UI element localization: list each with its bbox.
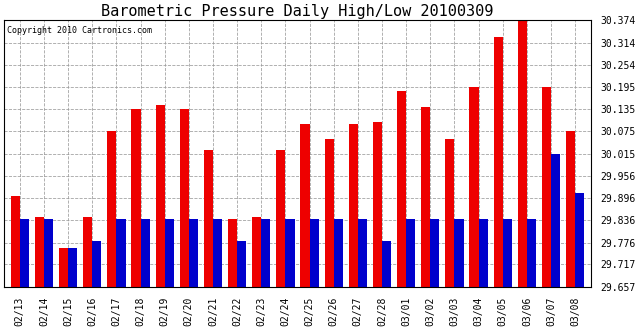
Bar [92,241,102,287]
Bar [20,219,29,287]
Bar [108,131,116,287]
Bar [261,219,271,287]
Bar [406,219,415,287]
Bar [300,124,310,287]
Bar [310,219,319,287]
Bar [333,219,343,287]
Bar [285,219,294,287]
Bar [68,248,77,287]
Bar [324,139,333,287]
Bar [252,217,261,287]
Bar [454,219,463,287]
Bar [237,241,246,287]
Bar [276,150,285,287]
Title: Barometric Pressure Daily High/Low 20100309: Barometric Pressure Daily High/Low 20100… [101,4,493,19]
Bar [358,219,367,287]
Bar [156,105,164,287]
Bar [430,219,440,287]
Bar [575,193,584,287]
Bar [59,248,68,287]
Bar [382,241,391,287]
Bar [35,217,44,287]
Bar [445,139,454,287]
Bar [503,219,512,287]
Bar [131,109,141,287]
Bar [44,219,53,287]
Bar [479,219,488,287]
Bar [397,90,406,287]
Text: Copyright 2010 Cartronics.com: Copyright 2010 Cartronics.com [7,26,152,35]
Bar [83,217,92,287]
Bar [11,196,20,287]
Bar [566,131,575,287]
Bar [164,219,174,287]
Bar [204,150,213,287]
Bar [551,154,560,287]
Bar [180,109,189,287]
Bar [527,219,536,287]
Bar [373,122,382,287]
Bar [493,37,503,287]
Bar [421,107,430,287]
Bar [228,219,237,287]
Bar [518,20,527,287]
Bar [213,219,222,287]
Bar [116,219,125,287]
Bar [141,219,150,287]
Bar [469,87,479,287]
Bar [189,219,198,287]
Bar [349,124,358,287]
Bar [542,87,551,287]
